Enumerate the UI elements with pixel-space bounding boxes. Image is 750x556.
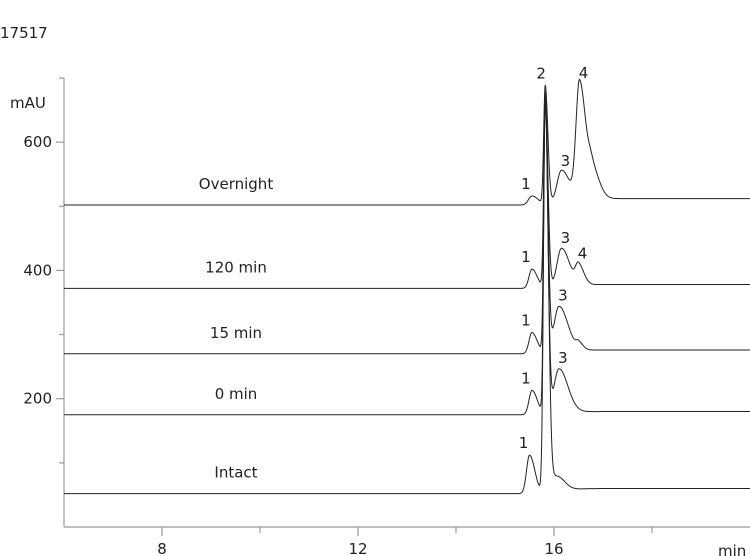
- trace-group: 0 min 1 3: [64, 91, 750, 416]
- peak-label: 4: [578, 244, 588, 262]
- peak-label: 1: [519, 434, 529, 452]
- x-tick-label: 12: [348, 540, 367, 556]
- trace-label: 120 min: [205, 258, 267, 276]
- peak-label: 2: [536, 64, 546, 82]
- peak-label: 1: [521, 175, 531, 193]
- trace-label: Intact: [214, 464, 257, 482]
- trace-group: 15 min 1 3: [64, 95, 750, 355]
- sample-id-label: 17517: [0, 24, 48, 42]
- trace-line: [64, 78, 750, 206]
- x-tick-label: 16: [544, 540, 563, 556]
- peak-label: 1: [521, 248, 531, 266]
- y-tick-label: 200: [23, 390, 52, 408]
- peak-label: 3: [561, 229, 571, 247]
- y-tick-label: 400: [23, 261, 52, 279]
- trace-label: Overnight: [199, 175, 274, 193]
- trace-line: [64, 95, 750, 355]
- trace-group: Intact 1: [64, 100, 750, 495]
- y-tick-label: 600: [23, 133, 52, 151]
- trace-label: 15 min: [210, 324, 262, 342]
- y-axis-label: mAU: [10, 94, 46, 112]
- peak-label: 3: [558, 287, 568, 305]
- trace-label: 0 min: [215, 385, 258, 403]
- peak-label: 4: [579, 64, 589, 82]
- trace-line: [64, 100, 750, 495]
- peak-label: 3: [558, 349, 568, 367]
- trace-group: Overnight 1 2 3 4: [64, 64, 750, 206]
- trace-line: [64, 91, 750, 416]
- peak-label: 1: [521, 369, 531, 387]
- x-axis-ticks: 8 12 16: [157, 527, 653, 556]
- y-axis-ticks: 200 400 600: [23, 77, 64, 464]
- x-axis-label: min: [718, 542, 746, 556]
- peak-label: 1: [521, 312, 531, 330]
- x-tick-label: 8: [157, 540, 167, 556]
- peak-label: 3: [561, 152, 571, 170]
- trace-line: [64, 94, 750, 289]
